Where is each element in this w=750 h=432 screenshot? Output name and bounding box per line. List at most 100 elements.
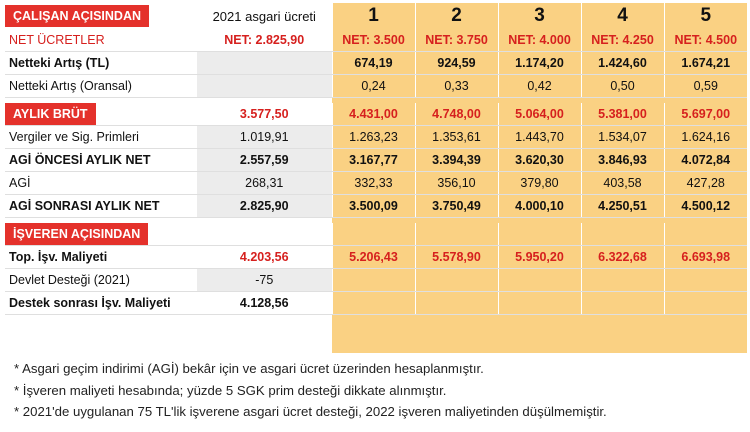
footnote: * 2021'de uygulanan 75 TL'lik işverene a… [14, 404, 607, 419]
scenario-value: 3.394,39 [414, 148, 498, 172]
scenario-value [580, 291, 664, 315]
scenario-value: 3.846,93 [580, 148, 664, 172]
scenario-value [497, 268, 581, 292]
base-value: 2.825,90 [197, 194, 332, 218]
employer-section-row: İŞVEREN AÇISINDAN [5, 223, 747, 246]
footnote: * İşveren maliyeti hesabında; yüzde 5 SG… [14, 382, 447, 398]
table-row: Netteki Artış (TL) 674,19 924,59 1.174,2… [5, 51, 747, 75]
scenario-value [663, 268, 747, 292]
employee-section-label: ÇALIŞAN AÇISINDAN [5, 5, 150, 27]
scenario-value: 1.263,23 [331, 125, 415, 149]
table-row: Top. İşv. Maliyeti 4.203,56 5.206,43 5.5… [5, 245, 747, 269]
scenario-value [580, 268, 664, 292]
scenario-value: 674,19 [331, 51, 415, 75]
scenario-value: 0,33 [414, 74, 498, 98]
scenario-value: 4.431,00 [331, 103, 415, 126]
scenario-value: 5.206,43 [331, 245, 415, 269]
scenario-value: 4.500,12 [663, 194, 747, 218]
table-row: Netteki Artış (Oransal) 0,24 0,33 0,42 0… [5, 74, 747, 98]
scenario-value: 332,33 [331, 171, 415, 195]
scenario-value [331, 268, 415, 292]
scenario-value: 924,59 [414, 51, 498, 75]
scenario-value: 1.534,07 [580, 125, 664, 149]
base-column-header: 2021 asgari ücreti [197, 3, 332, 29]
scenario-value: 4.072,84 [663, 148, 747, 172]
spacer-row [5, 97, 747, 103]
base-value [197, 51, 332, 75]
scenario-value: 0,42 [497, 74, 581, 98]
scenario-value [497, 291, 581, 315]
scenario-value [663, 291, 747, 315]
row-label: Vergiler ve Sig. Primleri [5, 125, 197, 149]
scenario-value: 4.748,00 [414, 103, 498, 126]
scenario-value: 356,10 [414, 171, 498, 195]
scenario-header: 4 [580, 3, 664, 29]
scenario-value: 5.578,90 [414, 245, 498, 269]
scenario-value: NET: 4.250 [580, 29, 664, 52]
row-label: AGİ SONRASI AYLIK NET [5, 194, 197, 218]
monthly-gross-row: AYLIK BRÜT 3.577,50 4.431,00 4.748,00 5.… [5, 103, 747, 126]
base-value [197, 74, 332, 98]
base-value: 2.557,59 [197, 148, 332, 172]
scenario-value: 379,80 [497, 171, 581, 195]
scenario-value: 403,58 [580, 171, 664, 195]
scenario-value: 1.624,16 [663, 125, 747, 149]
scenario-value: 6.322,68 [580, 245, 664, 269]
base-value: NET: 2.825,90 [197, 29, 332, 52]
scenario-value: NET: 3.500 [331, 29, 415, 52]
scenario-value: 1.424,60 [580, 51, 664, 75]
footnotes: * Asgari geçim indirimi (AGİ) bekâr için… [14, 358, 744, 423]
scenario-value: 3.750,49 [414, 194, 498, 218]
base-value: 3.577,50 [197, 103, 332, 126]
row-label: Top. İşv. Maliyeti [5, 245, 197, 269]
scenario-value: 5.950,20 [497, 245, 581, 269]
scenario-value: NET: 4.000 [497, 29, 581, 52]
scenario-value: 1.674,21 [663, 51, 747, 75]
scenario-value: 4.250,51 [580, 194, 664, 218]
scenario-value: 0,59 [663, 74, 747, 98]
header-row: ÇALIŞAN AÇISINDAN 2021 asgari ücreti 1 2… [5, 3, 747, 29]
base-value: 4.128,56 [197, 291, 332, 315]
scenario-header: 1 [331, 3, 415, 29]
scenario-value [331, 291, 415, 315]
scenario-value: 1.174,20 [497, 51, 581, 75]
scenario-value: 1.443,70 [497, 125, 581, 149]
scenario-header: 2 [414, 3, 498, 29]
table-row: AGİ ÖNCESİ AYLIK NET 2.557,59 3.167,77 3… [5, 148, 747, 172]
table-row: Devlet Desteği (2021) -75 [5, 268, 747, 292]
scenario-header: 5 [663, 3, 747, 29]
scenario-value [414, 291, 498, 315]
scenario-value: NET: 3.750 [414, 29, 498, 52]
scenario-value: 5.064,00 [497, 103, 581, 126]
scenario-value: 3.500,09 [331, 194, 415, 218]
row-label: AGİ [5, 171, 197, 195]
spacer-row [5, 217, 747, 223]
scenario-value: 5.381,00 [580, 103, 664, 126]
scenario-value: 3.620,30 [497, 148, 581, 172]
scenario-value: 5.697,00 [663, 103, 747, 126]
row-label: Destek sonrası İşv. Maliyeti [5, 291, 197, 315]
scenario-value: 4.000,10 [497, 194, 581, 218]
table-row: AGİ 268,31 332,33 356,10 379,80 403,58 4… [5, 171, 747, 195]
table-row: Destek sonrası İşv. Maliyeti 4.128,56 [5, 291, 747, 315]
salary-table: ÇALIŞAN AÇISINDAN 2021 asgari ücreti 1 2… [5, 3, 747, 315]
scenario-value: 6.693,98 [663, 245, 747, 269]
base-value: 1.019,91 [197, 125, 332, 149]
row-label: AGİ ÖNCESİ AYLIK NET [5, 148, 197, 172]
scenario-value: NET: 4.500 [663, 29, 747, 52]
row-label: Netteki Artış (Oransal) [5, 74, 197, 98]
row-label: Netteki Artış (TL) [5, 51, 197, 75]
base-value: 4.203,56 [197, 245, 332, 269]
scenario-value: 0,24 [331, 74, 415, 98]
scenario-value: 1.353,61 [414, 125, 498, 149]
scenario-value: 427,28 [663, 171, 747, 195]
scenario-value [414, 268, 498, 292]
scenario-value: 0,50 [580, 74, 664, 98]
table-row: NET ÜCRETLER NET: 2.825,90 NET: 3.500 NE… [5, 29, 747, 52]
monthly-section-label: AYLIK BRÜT [5, 103, 96, 125]
scenario-value: 3.167,77 [331, 148, 415, 172]
employer-section-label: İŞVEREN AÇISINDAN [5, 223, 149, 245]
scenario-header: 3 [497, 3, 581, 29]
base-value: -75 [197, 268, 332, 292]
